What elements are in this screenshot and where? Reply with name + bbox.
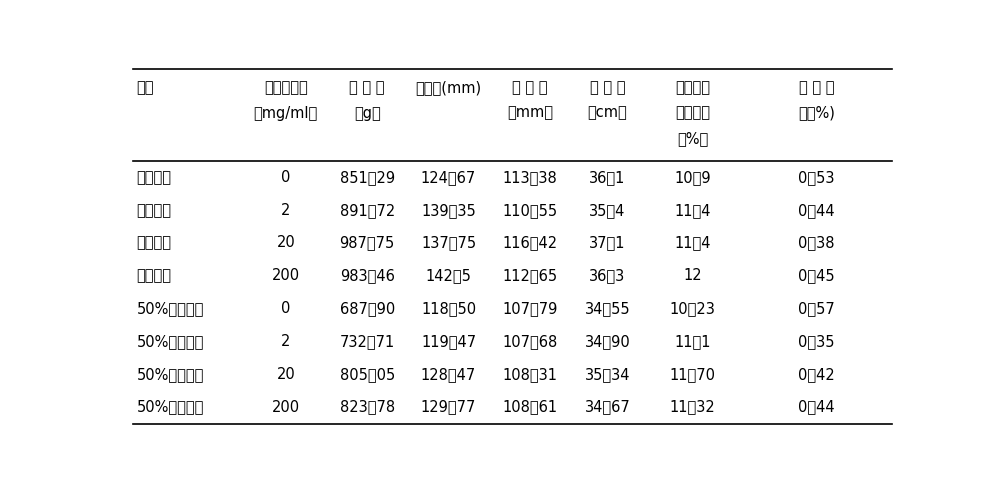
- Text: 732．71: 732．71: [340, 334, 395, 349]
- Text: （mm）: （mm）: [507, 106, 553, 120]
- Text: 0: 0: [281, 170, 290, 185]
- Text: 单 瓜 重: 单 瓜 重: [349, 80, 385, 95]
- Text: （mg/ml）: （mg/ml）: [254, 106, 318, 120]
- Text: 129．77: 129．77: [421, 399, 476, 415]
- Text: 瓜 横 径: 瓜 横 径: [512, 80, 548, 95]
- Text: 851．29: 851．29: [340, 170, 395, 185]
- Text: 自然光照: 自然光照: [137, 203, 172, 217]
- Text: 200: 200: [272, 268, 300, 283]
- Text: 891．72: 891．72: [340, 203, 395, 217]
- Text: 可溶性固: 可溶性固: [675, 80, 710, 95]
- Text: 11．4: 11．4: [674, 203, 711, 217]
- Text: 34．90: 34．90: [585, 334, 630, 349]
- Text: 137．75: 137．75: [421, 236, 476, 251]
- Text: 瓜氨酸浓度: 瓜氨酸浓度: [264, 80, 308, 95]
- Text: 0．44: 0．44: [798, 399, 835, 415]
- Text: 0．45: 0．45: [798, 268, 835, 283]
- Text: 瓜 周 长: 瓜 周 长: [590, 80, 625, 95]
- Text: 687．90: 687．90: [340, 301, 395, 316]
- Text: 34．67: 34．67: [585, 399, 630, 415]
- Text: 50%遮阴处理: 50%遮阴处理: [137, 334, 204, 349]
- Text: 112．65: 112．65: [502, 268, 558, 283]
- Text: 37．1: 37．1: [589, 236, 626, 251]
- Text: 12: 12: [683, 268, 702, 283]
- Text: 可 滴 定: 可 滴 定: [799, 80, 834, 95]
- Text: 2: 2: [281, 203, 290, 217]
- Text: 108．61: 108．61: [502, 399, 558, 415]
- Text: 20: 20: [276, 367, 295, 382]
- Text: 自然光照: 自然光照: [137, 236, 172, 251]
- Text: 142．5: 142．5: [426, 268, 472, 283]
- Text: （g）: （g）: [354, 106, 381, 120]
- Text: 35．34: 35．34: [585, 367, 630, 382]
- Text: 20: 20: [276, 236, 295, 251]
- Text: 128．47: 128．47: [421, 367, 476, 382]
- Text: 11．1: 11．1: [674, 334, 711, 349]
- Text: 113．38: 113．38: [503, 170, 557, 185]
- Text: 0．44: 0．44: [798, 203, 835, 217]
- Text: 50%遮阴处理: 50%遮阴处理: [137, 301, 204, 316]
- Text: 118．50: 118．50: [421, 301, 476, 316]
- Text: 11．32: 11．32: [670, 399, 716, 415]
- Text: 酸（%): 酸（%): [798, 106, 835, 120]
- Text: 11．70: 11．70: [670, 367, 716, 382]
- Text: 983．46: 983．46: [340, 268, 395, 283]
- Text: 36．3: 36．3: [589, 268, 626, 283]
- Text: 形物含量: 形物含量: [675, 106, 710, 120]
- Text: 2: 2: [281, 334, 290, 349]
- Text: 11．4: 11．4: [674, 236, 711, 251]
- Text: 34．55: 34．55: [585, 301, 630, 316]
- Text: （cm）: （cm）: [588, 106, 627, 120]
- Text: 35．4: 35．4: [589, 203, 626, 217]
- Text: 987．75: 987．75: [340, 236, 395, 251]
- Text: 瓜纵径(mm): 瓜纵径(mm): [416, 80, 482, 95]
- Text: 823．78: 823．78: [340, 399, 395, 415]
- Text: 107．79: 107．79: [502, 301, 558, 316]
- Text: 110．55: 110．55: [502, 203, 558, 217]
- Text: 107．68: 107．68: [502, 334, 558, 349]
- Text: 108．31: 108．31: [502, 367, 557, 382]
- Text: 处理: 处理: [137, 80, 154, 95]
- Text: （%）: （%）: [677, 132, 708, 146]
- Text: 116．42: 116．42: [502, 236, 558, 251]
- Text: 50%遮阴处理: 50%遮阴处理: [137, 399, 204, 415]
- Text: 124．67: 124．67: [421, 170, 476, 185]
- Text: 10．9: 10．9: [674, 170, 711, 185]
- Text: 0: 0: [281, 301, 290, 316]
- Text: 自然光照: 自然光照: [137, 170, 172, 185]
- Text: 50%遮阴处理: 50%遮阴处理: [137, 367, 204, 382]
- Text: 200: 200: [272, 399, 300, 415]
- Text: 0．57: 0．57: [798, 301, 835, 316]
- Text: 10．23: 10．23: [670, 301, 716, 316]
- Text: 0．53: 0．53: [798, 170, 835, 185]
- Text: 119．47: 119．47: [421, 334, 476, 349]
- Text: 139．35: 139．35: [421, 203, 476, 217]
- Text: 36．1: 36．1: [589, 170, 626, 185]
- Text: 0．38: 0．38: [798, 236, 835, 251]
- Text: 自然光照: 自然光照: [137, 268, 172, 283]
- Text: 0．35: 0．35: [798, 334, 835, 349]
- Text: 805．05: 805．05: [340, 367, 395, 382]
- Text: 0．42: 0．42: [798, 367, 835, 382]
